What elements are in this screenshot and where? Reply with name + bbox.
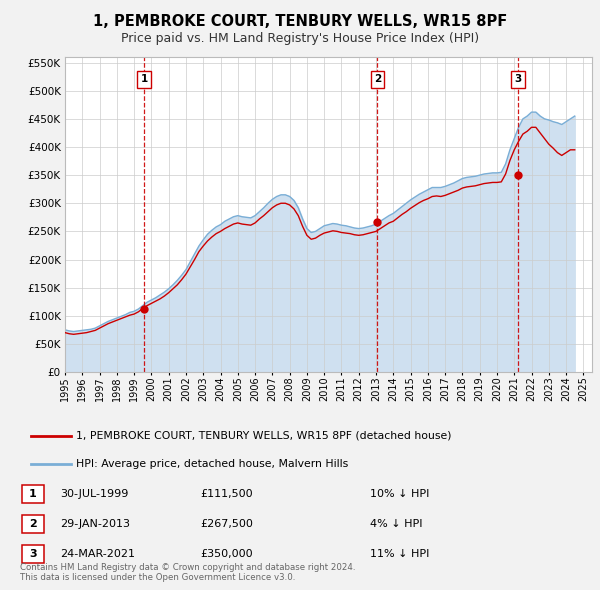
Text: 4% ↓ HPI: 4% ↓ HPI	[370, 519, 422, 529]
Text: £350,000: £350,000	[200, 549, 253, 559]
Text: 1: 1	[29, 489, 37, 499]
Text: 29-JAN-2013: 29-JAN-2013	[60, 519, 130, 529]
Text: 1, PEMBROKE COURT, TENBURY WELLS, WR15 8PF (detached house): 1, PEMBROKE COURT, TENBURY WELLS, WR15 8…	[77, 431, 452, 441]
Text: 1: 1	[140, 74, 148, 84]
Text: 11% ↓ HPI: 11% ↓ HPI	[370, 549, 430, 559]
Text: £267,500: £267,500	[200, 519, 253, 529]
Text: 2: 2	[29, 519, 37, 529]
Text: 3: 3	[514, 74, 521, 84]
Text: 30-JUL-1999: 30-JUL-1999	[60, 489, 128, 499]
Text: Contains HM Land Registry data © Crown copyright and database right 2024.
This d: Contains HM Land Registry data © Crown c…	[20, 563, 355, 582]
Text: 2: 2	[374, 74, 381, 84]
Text: 1, PEMBROKE COURT, TENBURY WELLS, WR15 8PF: 1, PEMBROKE COURT, TENBURY WELLS, WR15 8…	[93, 14, 507, 29]
Text: 10% ↓ HPI: 10% ↓ HPI	[370, 489, 430, 499]
Text: Price paid vs. HM Land Registry's House Price Index (HPI): Price paid vs. HM Land Registry's House …	[121, 32, 479, 45]
Text: 3: 3	[29, 549, 37, 559]
Text: 24-MAR-2021: 24-MAR-2021	[60, 549, 135, 559]
Text: £111,500: £111,500	[200, 489, 253, 499]
Text: HPI: Average price, detached house, Malvern Hills: HPI: Average price, detached house, Malv…	[77, 460, 349, 470]
